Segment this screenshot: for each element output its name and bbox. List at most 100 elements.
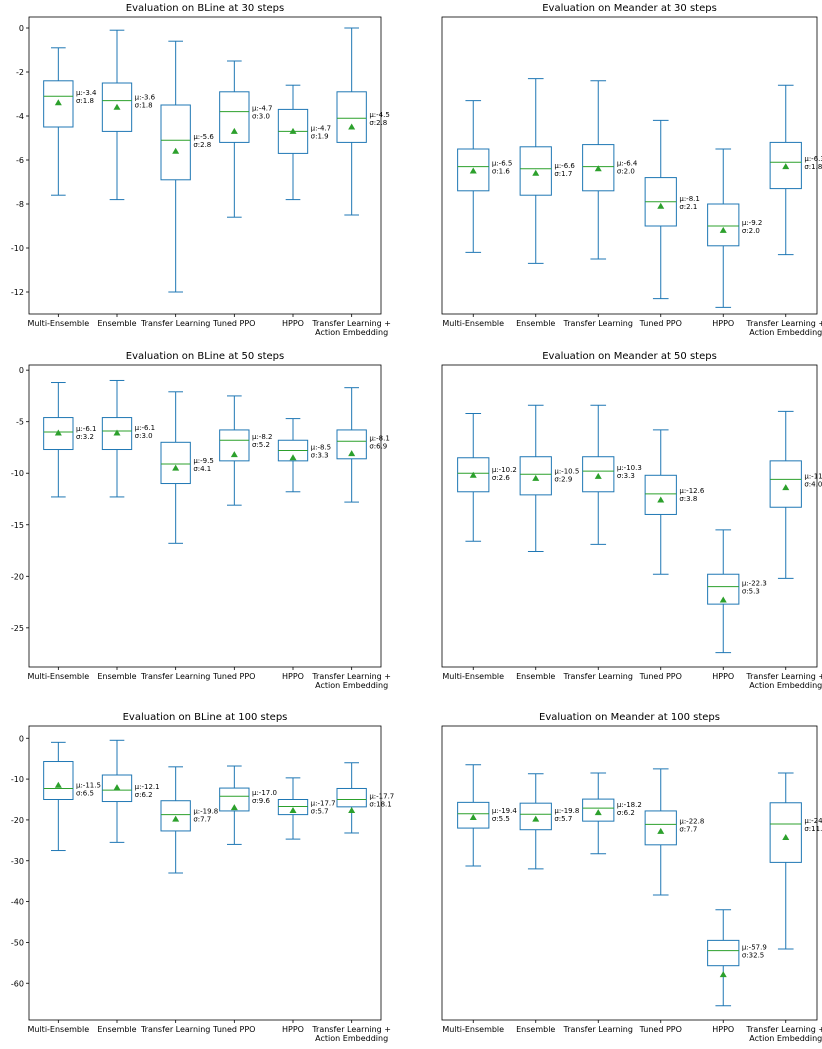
x-tick-label: Transfer Learning + Action Embedding bbox=[745, 1025, 822, 1043]
box-3: μ:-9.5σ:4.1 bbox=[160, 391, 214, 544]
std-annotation: σ:6.9 bbox=[369, 442, 387, 450]
x-tick-label: Transfer Learning bbox=[140, 672, 210, 681]
box-4: μ:-8.1σ:2.1 bbox=[644, 119, 700, 300]
plot-area-frame bbox=[441, 725, 818, 1021]
mean-annotation: μ:-10.3 bbox=[617, 464, 642, 472]
plot-area-frame bbox=[441, 364, 818, 668]
mean-annotation: μ:-6.6 bbox=[554, 162, 575, 170]
x-tick-label: Tuned PPO bbox=[639, 672, 682, 681]
std-annotation: σ:1.8 bbox=[804, 163, 822, 171]
interquartile-box bbox=[769, 141, 802, 190]
interquartile-box bbox=[707, 203, 740, 247]
x-tick-label: HPPO bbox=[282, 672, 304, 681]
box-1: μ:-6.5σ:1.6 bbox=[457, 100, 512, 253]
std-annotation: σ:2.9 bbox=[554, 475, 572, 483]
std-annotation: σ:2.6 bbox=[492, 474, 510, 482]
box-3: μ:-6.4σ:2.0 bbox=[582, 80, 638, 260]
interquartile-box bbox=[336, 429, 367, 460]
x-tick-label: Transfer Learning + Action Embedding bbox=[745, 672, 822, 690]
x-tick-label: Tuned PPO bbox=[212, 1025, 255, 1034]
std-annotation: σ:2.0 bbox=[742, 227, 760, 235]
y-tick-label: -12 bbox=[11, 288, 24, 297]
std-annotation: σ:18.1 bbox=[369, 801, 391, 809]
y-tick-label: -6 bbox=[16, 156, 24, 165]
interquartile-box bbox=[43, 417, 74, 451]
mean-marker bbox=[657, 827, 665, 834]
interquartile-box bbox=[336, 787, 367, 808]
mean-marker bbox=[594, 472, 602, 479]
y-tick-label: -10 bbox=[11, 469, 24, 478]
y-tick-label: -50 bbox=[11, 938, 24, 947]
mean-marker bbox=[532, 169, 540, 176]
std-annotation: σ:3.3 bbox=[617, 472, 635, 480]
box-5: μ:-8.5σ:3.3 bbox=[277, 418, 331, 493]
x-tick-label: Multi-Ensemble bbox=[27, 319, 89, 328]
std-annotation: σ:6.2 bbox=[617, 809, 635, 817]
std-annotation: σ:4.1 bbox=[193, 465, 211, 473]
interquartile-box bbox=[277, 799, 309, 816]
mean-annotation: μ:-8.2 bbox=[252, 433, 272, 441]
interquartile-box bbox=[644, 474, 677, 515]
interquartile-box bbox=[457, 801, 490, 829]
y-tick-label: 0 bbox=[19, 24, 24, 33]
mean-annotation: μ:-6.5 bbox=[492, 160, 512, 168]
mean-marker bbox=[348, 807, 356, 814]
std-annotation: σ:3.8 bbox=[679, 495, 697, 503]
mean-annotation: μ:-11.4 bbox=[804, 472, 822, 480]
mean-annotation: μ:-6.3 bbox=[804, 155, 822, 163]
box-3: μ:-18.2σ:6.2 bbox=[582, 772, 642, 855]
std-annotation: σ:2.8 bbox=[193, 141, 211, 149]
box-6: μ:-8.1σ:6.9 bbox=[336, 387, 390, 503]
box-4: μ:-22.8σ:7.7 bbox=[644, 768, 704, 896]
std-annotation: σ:11.6 bbox=[804, 825, 822, 833]
std-annotation: σ:6.2 bbox=[135, 791, 153, 799]
mean-annotation: μ:-17.7 bbox=[369, 793, 394, 801]
mean-marker bbox=[289, 454, 297, 461]
box-6: μ:-11.4σ:4.0 bbox=[769, 410, 822, 579]
mean-annotation: μ:-4.5 bbox=[369, 111, 389, 119]
x-tick-label: Multi-Ensemble bbox=[27, 1025, 89, 1034]
interquartile-box bbox=[219, 91, 250, 143]
x-tick-label: Transfer Learning bbox=[563, 319, 633, 328]
mean-marker bbox=[719, 971, 727, 978]
box-4: μ:-12.6σ:3.8 bbox=[644, 429, 705, 575]
box-1: μ:-6.1σ:3.2 bbox=[43, 382, 96, 498]
std-annotation: σ:1.9 bbox=[311, 132, 329, 140]
interquartile-box bbox=[582, 798, 615, 822]
box-5: μ:-17.7σ:5.7 bbox=[277, 777, 336, 840]
mean-marker bbox=[469, 167, 477, 174]
mean-annotation: μ:-12.1 bbox=[135, 783, 160, 791]
mean-marker bbox=[719, 596, 727, 603]
mean-annotation: μ:-3.4 bbox=[76, 89, 97, 97]
mean-annotation: μ:-19.8 bbox=[193, 808, 218, 816]
std-annotation: σ:3.3 bbox=[311, 452, 329, 460]
x-tick-label: Ensemble bbox=[516, 1025, 555, 1034]
interquartile-box bbox=[707, 939, 740, 967]
y-tick-label: -8 bbox=[16, 200, 24, 209]
box-1: μ:-10.2σ:2.6 bbox=[457, 412, 517, 542]
mean-annotation: μ:-11.5 bbox=[76, 781, 101, 789]
box-2: μ:-10.5σ:2.9 bbox=[519, 404, 579, 553]
interquartile-box bbox=[582, 144, 615, 192]
y-tick-label: -40 bbox=[11, 898, 24, 907]
chart-panel-4: Evaluation on Meander at 50 steps Multi-E… bbox=[441, 351, 822, 690]
x-tick-label: Tuned PPO bbox=[639, 319, 682, 328]
interquartile-box bbox=[336, 91, 367, 143]
std-annotation: σ:6.5 bbox=[76, 789, 94, 797]
mean-marker bbox=[172, 815, 180, 822]
x-tick-label: Transfer Learning + Action Embedding bbox=[311, 672, 391, 690]
interquartile-box bbox=[101, 82, 133, 132]
y-tick-label: -4 bbox=[16, 112, 24, 121]
mean-marker bbox=[172, 464, 180, 471]
mean-annotation: μ:-5.6 bbox=[193, 133, 214, 141]
mean-annotation: μ:-6.4 bbox=[617, 160, 638, 168]
interquartile-box bbox=[769, 460, 802, 508]
y-tick-label: 0 bbox=[19, 366, 24, 375]
interquartile-box bbox=[519, 146, 552, 196]
interquartile-box bbox=[160, 441, 191, 485]
box-2: μ:-6.6σ:1.7 bbox=[519, 78, 575, 264]
std-annotation: σ:3.0 bbox=[252, 113, 270, 121]
y-tick-label: -5 bbox=[16, 418, 24, 427]
interquartile-box bbox=[101, 774, 133, 803]
